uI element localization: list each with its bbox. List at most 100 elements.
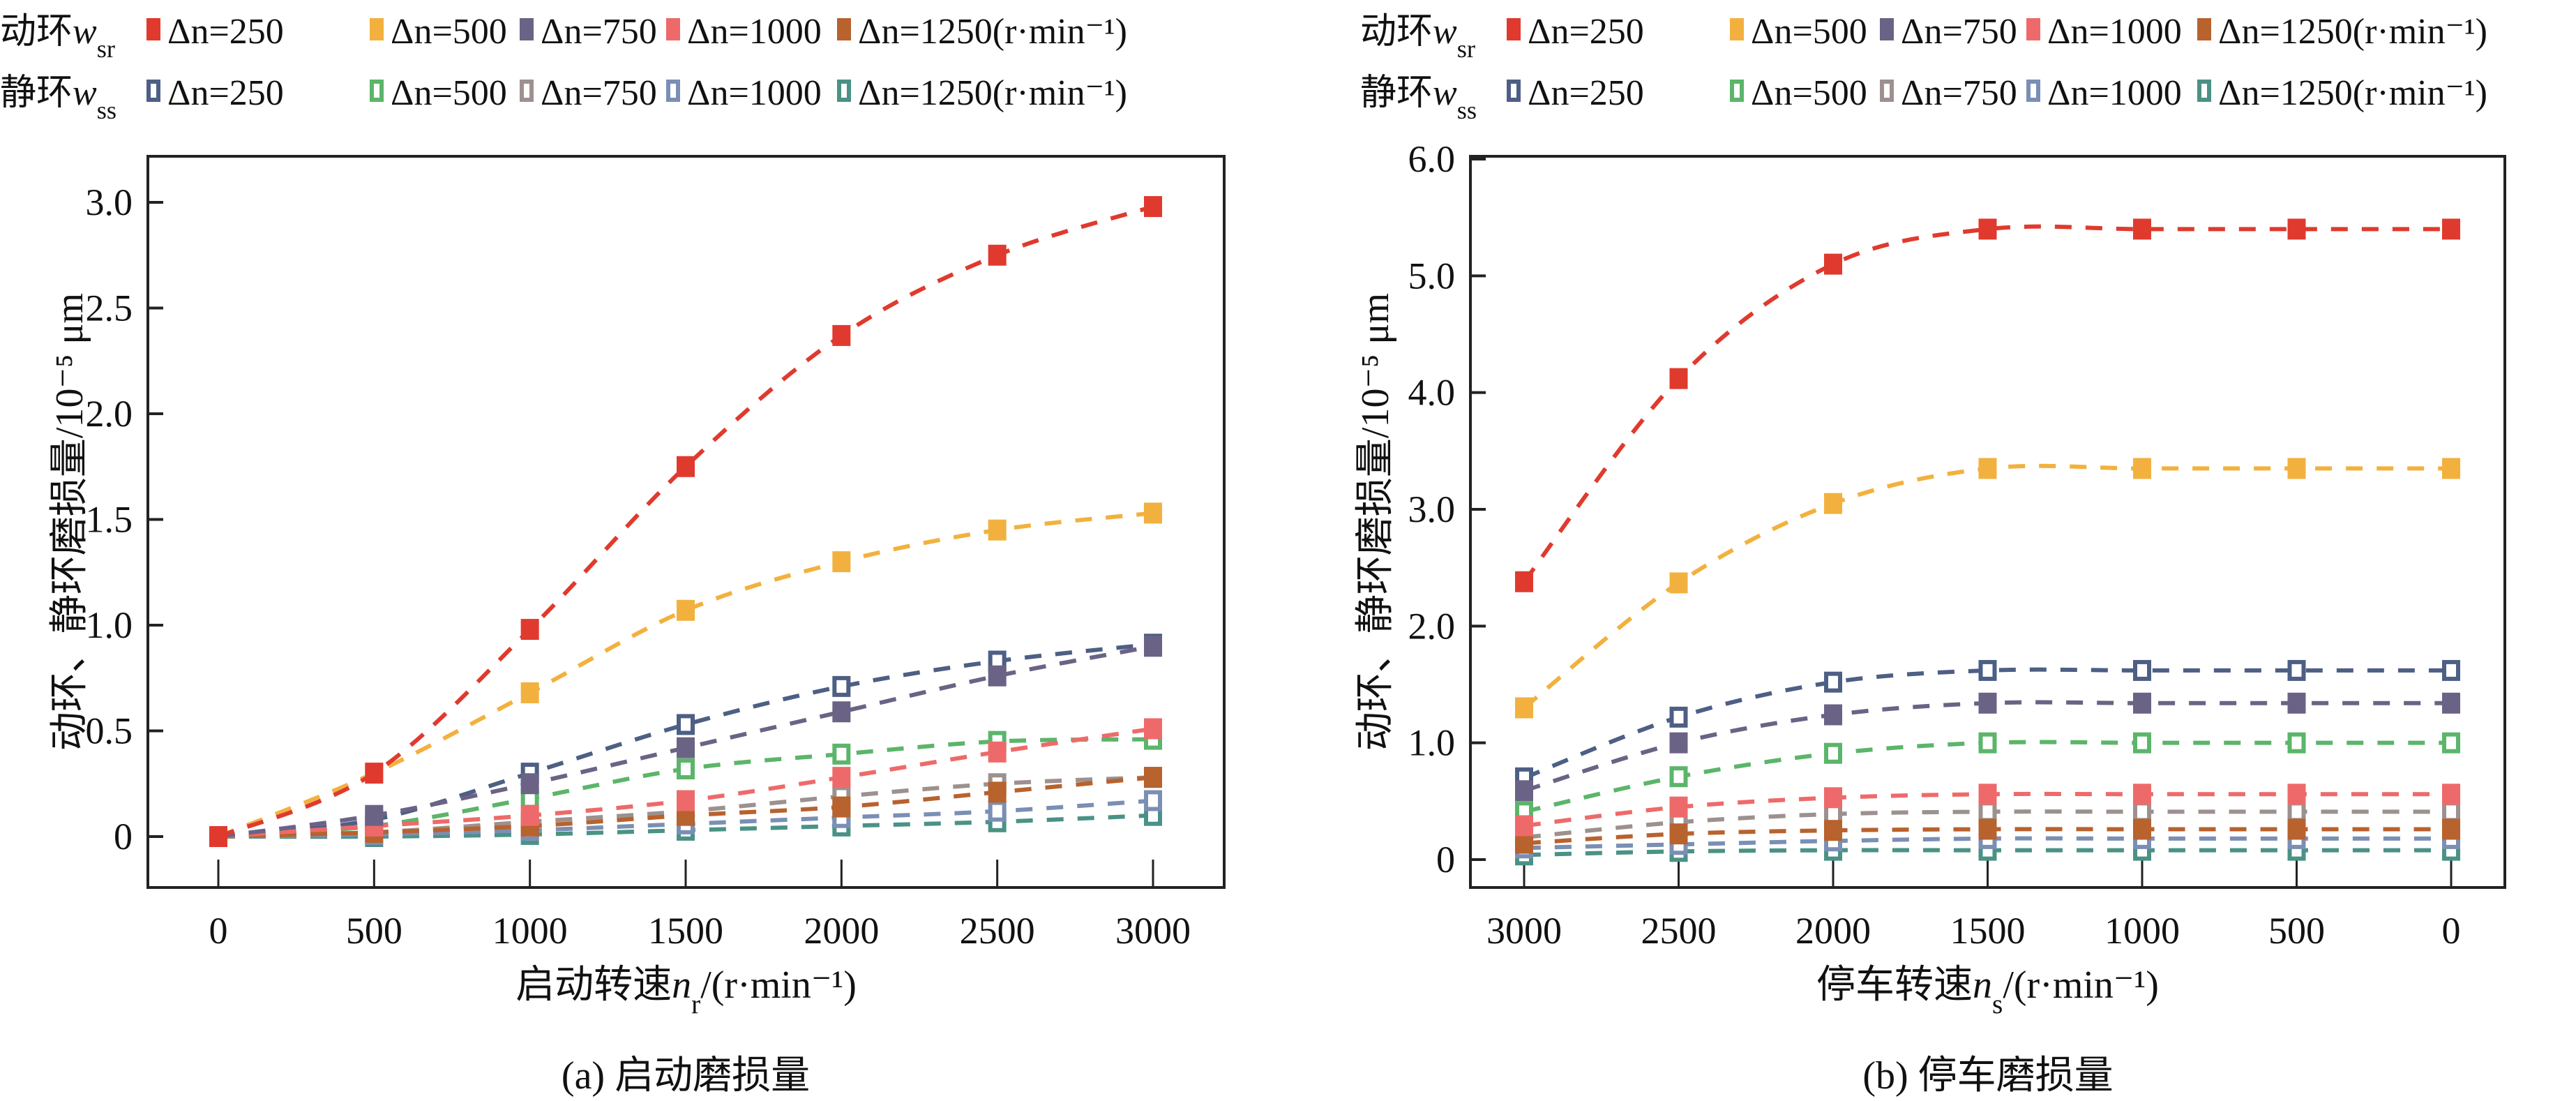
data-point xyxy=(2442,458,2460,479)
legend-marker xyxy=(370,18,384,40)
data-point xyxy=(1144,502,1162,524)
legend-marker xyxy=(837,18,851,40)
legend-marker xyxy=(1730,18,1744,40)
data-point xyxy=(1669,796,1688,818)
data-point xyxy=(1144,196,1162,218)
data-point xyxy=(677,790,695,811)
x-tick-label: 3000 xyxy=(1486,910,1562,952)
x-tick-label: 500 xyxy=(2268,910,2325,952)
data-point xyxy=(2133,732,2151,754)
x-tick-label: 3000 xyxy=(1115,910,1191,952)
y-tick-label: 1.0 xyxy=(1408,722,1456,764)
legend-marker xyxy=(1880,18,1894,40)
data-point xyxy=(677,599,695,621)
data-point xyxy=(2442,692,2460,714)
x-tick-label: 0 xyxy=(2442,910,2461,952)
legend-marker xyxy=(1730,80,1744,102)
legend-label: Δn=750 xyxy=(541,12,657,52)
x-tick-label: 2000 xyxy=(804,910,879,952)
data-point xyxy=(1978,732,1997,754)
data-point xyxy=(2442,218,2460,240)
data-point xyxy=(2133,801,2151,823)
data-point xyxy=(1515,815,1533,837)
data-point xyxy=(988,741,1007,763)
legend-marker xyxy=(666,80,680,102)
x-tick-label: 1500 xyxy=(648,910,723,952)
legend-b: 动环wsr Δn=250 Δn=500 Δn=750 Δn=1000 Δn=1250(r·… xyxy=(1360,12,2487,124)
data-point xyxy=(1669,572,1688,594)
data-point xyxy=(520,804,539,826)
data-point xyxy=(1144,790,1162,811)
legend-marker xyxy=(2197,80,2211,102)
data-point xyxy=(520,773,539,795)
data-point xyxy=(2287,784,2306,805)
data-point xyxy=(520,682,539,703)
data-point xyxy=(1978,458,1997,479)
legend-marker xyxy=(2026,80,2040,102)
data-point xyxy=(2442,801,2460,823)
legend-label: Δn=1250(r·min⁻¹) xyxy=(2218,12,2487,52)
x-tick-label: 0 xyxy=(209,910,228,952)
legend-label: Δn=500 xyxy=(391,73,507,113)
y-axis-label: 动环、静环磨损量/10⁻⁵ μm xyxy=(1354,293,1397,751)
data-point xyxy=(2133,692,2151,714)
data-point xyxy=(677,737,695,758)
data-point xyxy=(988,800,1007,822)
legend-label: Δn=1250(r·min⁻¹) xyxy=(858,12,1127,52)
legend-label: Δn=250 xyxy=(167,73,284,113)
data-point xyxy=(1144,718,1162,740)
y-tick-label: 0 xyxy=(114,816,133,857)
data-point xyxy=(1824,493,1842,514)
data-point xyxy=(2442,659,2460,681)
data-point xyxy=(1669,823,1688,845)
data-point xyxy=(1824,787,1842,809)
data-point xyxy=(988,665,1007,687)
data-point xyxy=(677,714,695,735)
x-tick-label: 2500 xyxy=(1641,910,1717,952)
data-point xyxy=(365,763,384,784)
data-point xyxy=(209,826,227,847)
data-point xyxy=(1978,784,1997,805)
legend-marker xyxy=(2197,18,2211,40)
data-point xyxy=(1824,671,1842,693)
y-tick-label: 0.5 xyxy=(86,710,133,752)
x-tick-label: 1500 xyxy=(1950,910,2026,952)
y-tick-label: 3.0 xyxy=(86,181,133,223)
legend-label: Δn=750 xyxy=(541,73,657,113)
data-point xyxy=(1144,636,1162,657)
series-line xyxy=(217,511,1154,839)
data-point xyxy=(988,519,1007,541)
data-point xyxy=(1515,571,1533,592)
data-point xyxy=(1824,820,1842,841)
legend-label: Δn=500 xyxy=(1751,12,1867,52)
data-point xyxy=(1978,818,1997,840)
data-point xyxy=(1669,732,1688,754)
legend-a: 动环wsr Δn=250 Δn=500 Δn=750 Δn=1000 Δn=1250(r·… xyxy=(0,12,1127,124)
x-axis-label: 停车转速ns/(r·min⁻¹) xyxy=(1816,964,2159,1019)
data-point xyxy=(1669,766,1688,788)
data-point xyxy=(2287,818,2306,840)
legend-marker xyxy=(666,18,680,40)
data-point xyxy=(832,551,851,573)
data-point xyxy=(1824,704,1842,726)
series-line xyxy=(1523,667,2451,780)
chart-b: 3000 2500 2000 1500 1000 500 0 0 1.0 2.0 3.0 4.0 5.0… xyxy=(1354,138,2506,1098)
y-tick-label: 6.0 xyxy=(1408,138,1456,180)
data-point xyxy=(2442,732,2460,754)
data-point xyxy=(1669,706,1688,728)
data-point xyxy=(365,804,384,826)
legend-title: 静环wss xyxy=(1360,73,1477,124)
legend-label: Δn=250 xyxy=(1528,73,1644,113)
y-tick-label: 2.0 xyxy=(86,393,133,435)
y-axis-label: 动环、静环磨损量/10⁻⁵ μm xyxy=(48,293,91,751)
legend-marker xyxy=(146,80,160,102)
x-tick-label: 2500 xyxy=(960,910,1035,952)
y-tick-label: 2.0 xyxy=(1408,605,1456,647)
data-point xyxy=(1978,218,1997,240)
data-point xyxy=(1515,832,1533,854)
data-point xyxy=(2133,818,2151,840)
legend-marker xyxy=(1507,18,1521,40)
data-point xyxy=(2287,218,2306,240)
legend-marker xyxy=(370,80,384,102)
legend-title: 动环wsr xyxy=(0,12,115,63)
